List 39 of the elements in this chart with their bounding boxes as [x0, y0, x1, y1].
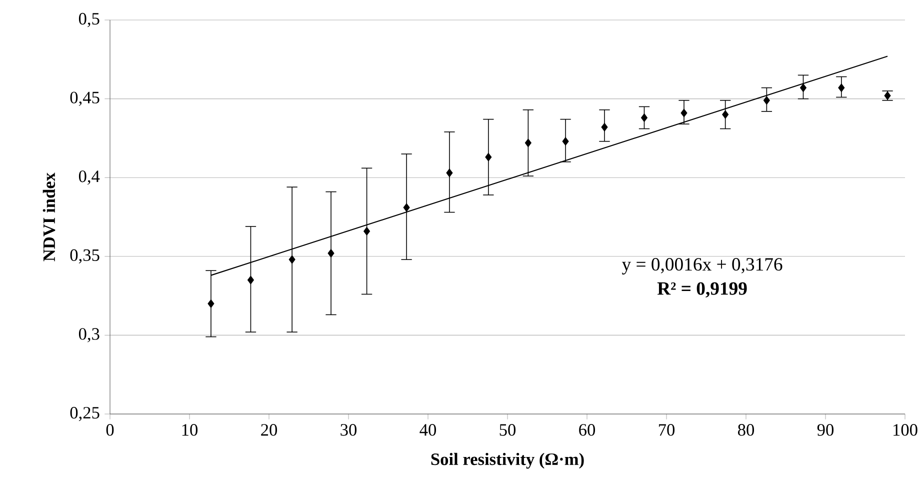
x-tick-label: 0 — [106, 424, 114, 436]
point — [838, 84, 845, 92]
y-tick-label: 0,45 — [70, 92, 100, 106]
point — [722, 110, 729, 119]
y-tick-label: 0,4 — [78, 170, 100, 185]
point — [601, 122, 608, 132]
point — [680, 108, 688, 118]
point — [800, 84, 807, 92]
point — [763, 96, 770, 105]
point — [328, 248, 334, 258]
point — [524, 138, 532, 148]
x-tick-label: 80 — [738, 424, 754, 436]
point — [562, 137, 569, 146]
point — [640, 113, 648, 122]
y-tick-label: 0,35 — [70, 249, 100, 264]
annotation: R² = 0,9199 — [657, 282, 747, 298]
x-axis-title: Soil resistivity (Ω·m) — [431, 452, 584, 469]
point — [208, 299, 214, 308]
point — [247, 276, 254, 284]
y-tick-label: 0,5 — [78, 12, 100, 28]
point — [403, 203, 410, 212]
x-tick-label: 20 — [261, 424, 278, 436]
y-tick-label: 0,25 — [70, 406, 100, 422]
x-tick-label: 70 — [658, 424, 675, 436]
point — [884, 91, 891, 100]
x-tick-label: 50 — [500, 424, 516, 436]
point — [364, 226, 370, 236]
x-tick-label: 30 — [340, 424, 357, 436]
x-tick-label: 100 — [894, 424, 918, 436]
x-tick-label: 60 — [579, 424, 596, 436]
point — [446, 168, 453, 178]
point — [485, 152, 492, 162]
point — [288, 255, 296, 264]
annotation: y = 0,0016x + 0,3176 — [622, 258, 782, 274]
y-axis-title: NDVI index — [42, 172, 56, 262]
y-tick-label: 0,3 — [78, 328, 100, 342]
x-tick-label: 40 — [420, 424, 436, 436]
x-tick-label: 90 — [817, 424, 834, 436]
x-tick-label: 10 — [182, 424, 198, 436]
